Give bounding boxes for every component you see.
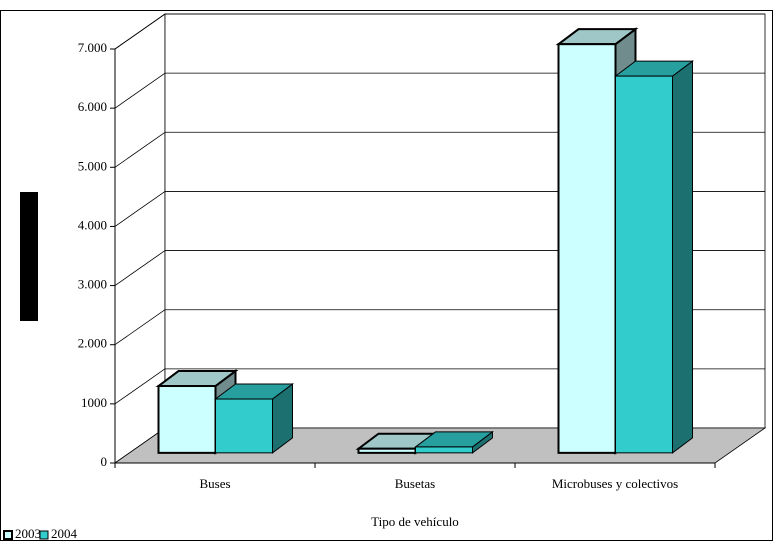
- y-tick-label: 7.000: [78, 40, 107, 55]
- x-axis-title: Tipo de vehículo: [371, 514, 459, 529]
- x-tick-label: Buses: [199, 476, 230, 491]
- y-tick-label: 2.000: [78, 336, 107, 351]
- bar-side: [672, 60, 693, 454]
- bar: [615, 75, 673, 454]
- y-tick-label: 3.000: [78, 277, 107, 292]
- legend-label: 2003: [15, 526, 41, 541]
- grid-line: [114, 191, 166, 227]
- x-tick-label: Microbuses y colectivos: [552, 476, 678, 491]
- x-tick-label: Busetas: [395, 476, 435, 491]
- bar: [557, 43, 617, 454]
- legend-label: 2004: [51, 526, 78, 541]
- legend-swatch: [3, 530, 13, 540]
- bar: [415, 446, 473, 454]
- y-tick-label: 1000: [81, 395, 107, 410]
- legend-swatch: [39, 530, 49, 540]
- grid-line: [114, 72, 166, 109]
- grid-line: [114, 368, 166, 405]
- grid-line: [114, 13, 166, 50]
- bar: [157, 385, 217, 454]
- y-axis-title-block: [20, 192, 38, 321]
- chart-frame: [0, 10, 773, 541]
- y-tick-label: 0: [101, 454, 108, 469]
- bar: [357, 447, 417, 454]
- grid-line: [114, 309, 166, 346]
- y-tick-label: 6.000: [78, 99, 107, 114]
- y-tick-label: 4.000: [78, 217, 107, 232]
- grid-line: [114, 131, 166, 168]
- bar: [215, 398, 273, 454]
- y-tick-label: 5.000: [78, 158, 107, 173]
- grid-line: [114, 250, 166, 286]
